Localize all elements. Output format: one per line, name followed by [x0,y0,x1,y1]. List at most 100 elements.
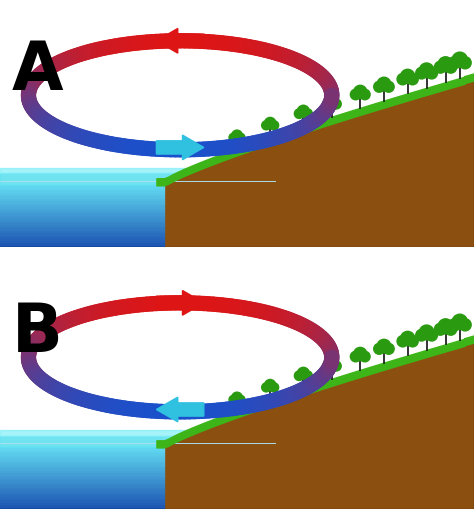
Polygon shape [0,430,275,435]
Polygon shape [0,465,275,467]
Polygon shape [0,457,275,460]
Polygon shape [0,504,275,507]
Polygon shape [0,455,275,457]
Circle shape [294,109,304,118]
Circle shape [297,105,310,117]
Circle shape [331,99,341,109]
Circle shape [322,361,332,371]
Polygon shape [0,507,275,509]
Circle shape [303,371,312,380]
Circle shape [448,57,461,69]
Circle shape [303,109,312,118]
Circle shape [360,89,370,100]
Polygon shape [0,215,275,217]
Polygon shape [0,202,275,205]
Polygon shape [0,489,275,492]
Circle shape [407,74,418,85]
Polygon shape [0,462,275,465]
Circle shape [326,357,338,370]
Polygon shape [0,230,275,232]
Circle shape [419,63,434,77]
Polygon shape [0,460,275,462]
Polygon shape [0,477,275,480]
Circle shape [426,330,438,341]
Polygon shape [0,220,275,222]
Circle shape [237,133,245,142]
Circle shape [426,67,438,79]
Text: A: A [12,38,64,104]
Circle shape [377,77,391,91]
Polygon shape [166,509,474,519]
Polygon shape [0,487,275,489]
Circle shape [264,117,276,129]
Circle shape [264,379,276,391]
Polygon shape [166,343,474,509]
Circle shape [294,371,304,380]
Circle shape [354,85,367,99]
Polygon shape [0,185,275,188]
Circle shape [383,344,394,354]
Circle shape [416,67,428,79]
Circle shape [452,314,467,330]
Polygon shape [0,242,275,244]
Circle shape [374,81,384,92]
Polygon shape [0,240,275,242]
Polygon shape [0,193,275,195]
Circle shape [445,323,457,335]
Circle shape [270,383,279,392]
Circle shape [354,347,367,361]
Circle shape [232,392,242,403]
Circle shape [270,121,279,130]
Circle shape [459,319,471,331]
Circle shape [401,331,415,346]
Polygon shape [0,502,275,504]
Polygon shape [0,232,275,235]
Polygon shape [0,509,275,519]
Polygon shape [0,225,275,227]
Circle shape [452,52,467,67]
Polygon shape [0,247,275,261]
Circle shape [438,57,453,72]
Circle shape [438,319,453,334]
Circle shape [229,133,237,142]
Circle shape [297,367,310,379]
Polygon shape [0,227,275,230]
Polygon shape [0,198,275,200]
Polygon shape [0,237,275,240]
Circle shape [407,336,418,347]
Polygon shape [0,470,275,472]
Circle shape [326,95,338,108]
FancyArrow shape [156,397,204,422]
Polygon shape [0,484,275,487]
Polygon shape [0,217,275,220]
Circle shape [262,121,271,130]
Circle shape [383,81,394,92]
Polygon shape [0,210,275,212]
FancyArrow shape [156,135,204,160]
Polygon shape [0,168,275,173]
Circle shape [229,395,237,404]
Polygon shape [0,188,275,190]
Polygon shape [0,205,275,208]
Polygon shape [0,492,275,494]
Polygon shape [0,435,275,447]
Polygon shape [0,472,275,474]
Polygon shape [0,450,275,453]
Polygon shape [0,222,275,225]
Circle shape [232,130,242,141]
Polygon shape [0,244,275,247]
Polygon shape [0,195,275,198]
Circle shape [419,325,434,339]
FancyArrow shape [156,29,204,53]
Polygon shape [0,480,275,482]
Circle shape [350,351,361,362]
Circle shape [401,69,415,84]
Polygon shape [0,494,275,497]
Circle shape [262,383,271,392]
Polygon shape [0,235,275,237]
Circle shape [331,361,341,371]
Polygon shape [0,453,275,455]
Polygon shape [166,247,474,261]
Polygon shape [0,173,275,185]
Circle shape [445,61,457,73]
